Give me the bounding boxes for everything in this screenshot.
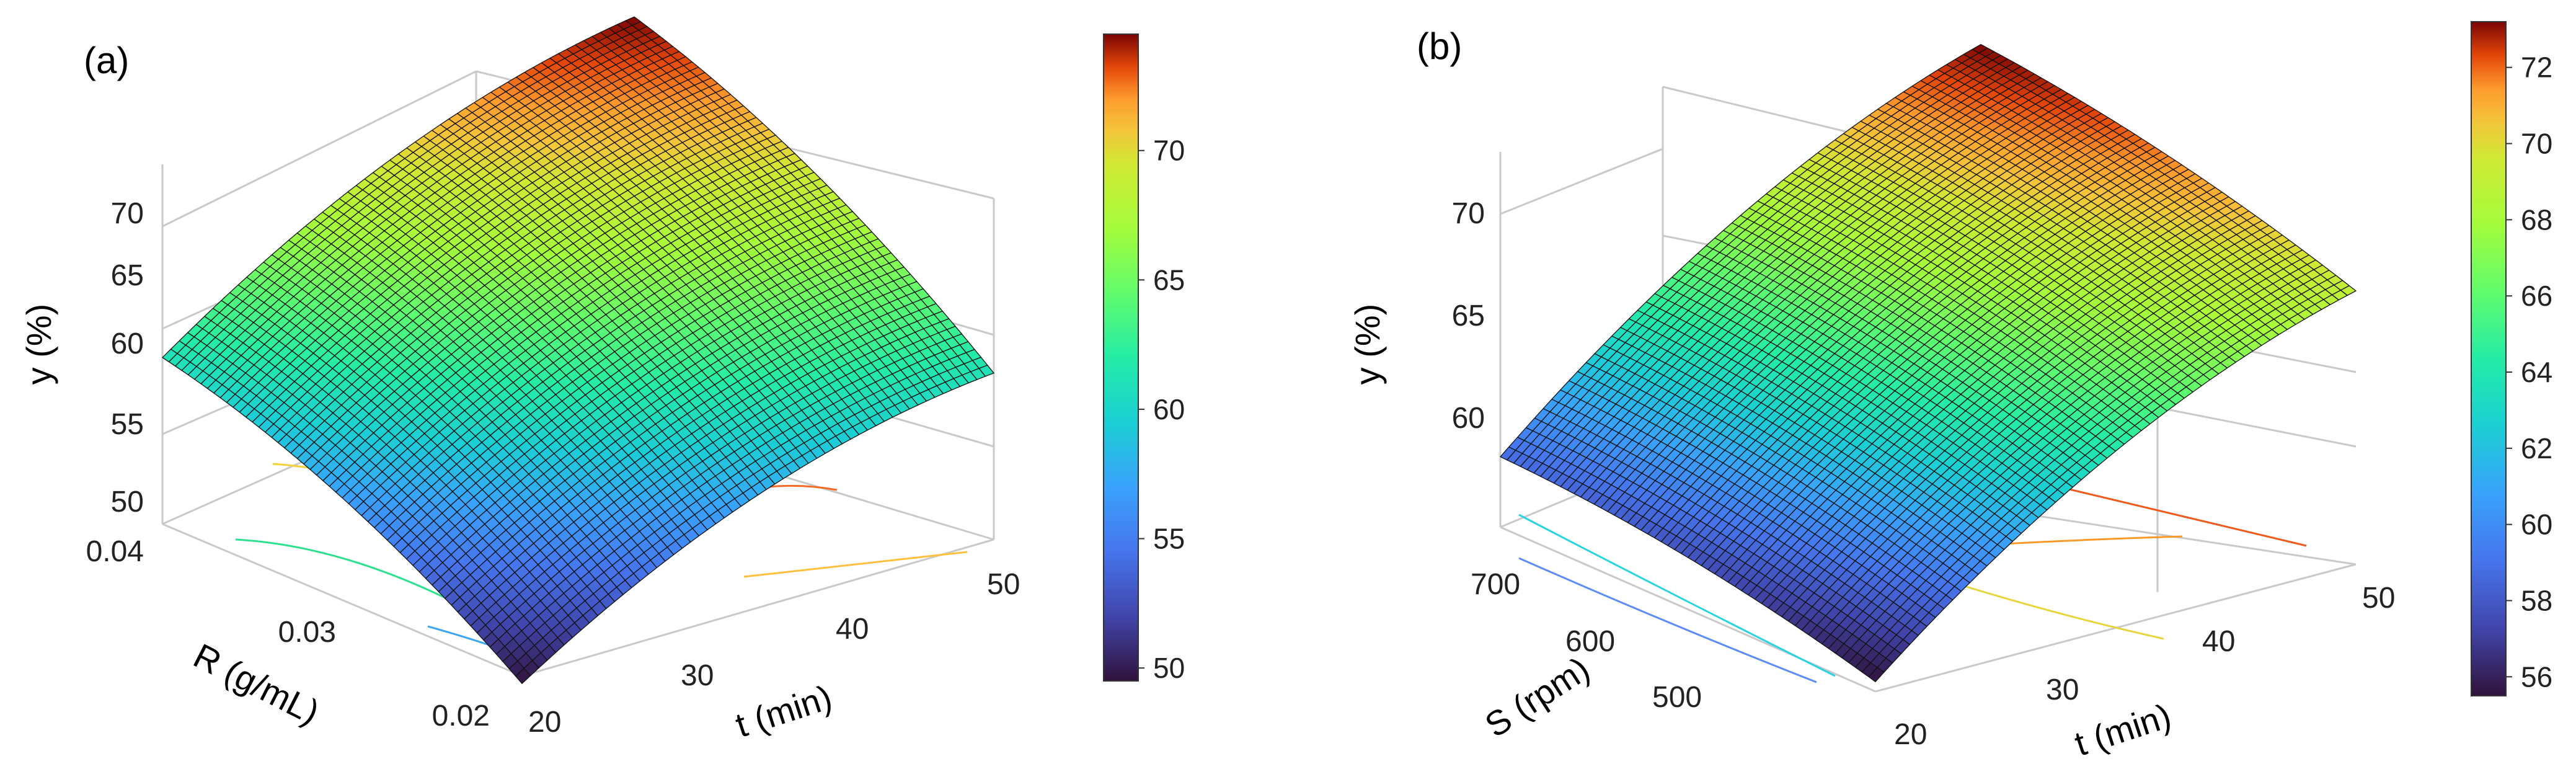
colorbar-tick-label: 65 xyxy=(1153,264,1185,296)
z-axis-label-a: y (%) xyxy=(19,304,58,385)
panel-a-colorbar: 50 55 60 65 70 xyxy=(1103,33,1185,684)
panel-a-z-axis: 70 65 60 55 50 y (%) xyxy=(19,197,144,518)
colorbar-tick-label: 55 xyxy=(1153,523,1185,555)
z-tick-a-50: 50 xyxy=(111,486,144,518)
x-axis-label-a: t (min) xyxy=(731,677,836,745)
x-tick-a-50: 50 xyxy=(987,568,1020,601)
z-tick-a-65: 65 xyxy=(111,259,144,292)
y-axis-label-a: R (g/mL) xyxy=(188,636,326,732)
panel-a-label: (a) xyxy=(84,40,129,81)
panel-a-surface xyxy=(162,16,994,684)
contour-b-4 xyxy=(1934,576,2164,640)
contour-a-2 xyxy=(235,538,472,612)
panel-b-label: (b) xyxy=(1417,25,1462,67)
panel-a: (a) 70 65 xyxy=(19,16,1185,745)
y-tick-a-0.03: 0.03 xyxy=(278,616,336,649)
z-tick-a-55: 55 xyxy=(111,408,144,441)
y-tick-a-0.04: 0.04 xyxy=(86,535,144,568)
panel-b: (b) 70 65 60 y (%) xyxy=(1348,21,2552,763)
x-tick-a-40: 40 xyxy=(836,613,869,646)
z-tick-a-70: 70 xyxy=(111,197,144,230)
colorbar-a-ticks: 50 55 60 65 70 xyxy=(1138,135,1185,684)
panel-b-surface xyxy=(1500,44,2357,682)
colorbar-tick-label: 50 xyxy=(1153,652,1185,684)
z-tick-a-60: 60 xyxy=(111,327,144,360)
x-tick-a-20: 20 xyxy=(528,706,561,739)
y-tick-a-0.02: 0.02 xyxy=(432,700,490,732)
colorbar-tick-label: 60 xyxy=(1153,393,1185,425)
contour-a-5 xyxy=(743,551,968,578)
x-tick-a-30: 30 xyxy=(681,659,714,692)
colorbar-tick-label: 70 xyxy=(1153,135,1185,167)
colorbar-a-bar xyxy=(1103,33,1139,682)
